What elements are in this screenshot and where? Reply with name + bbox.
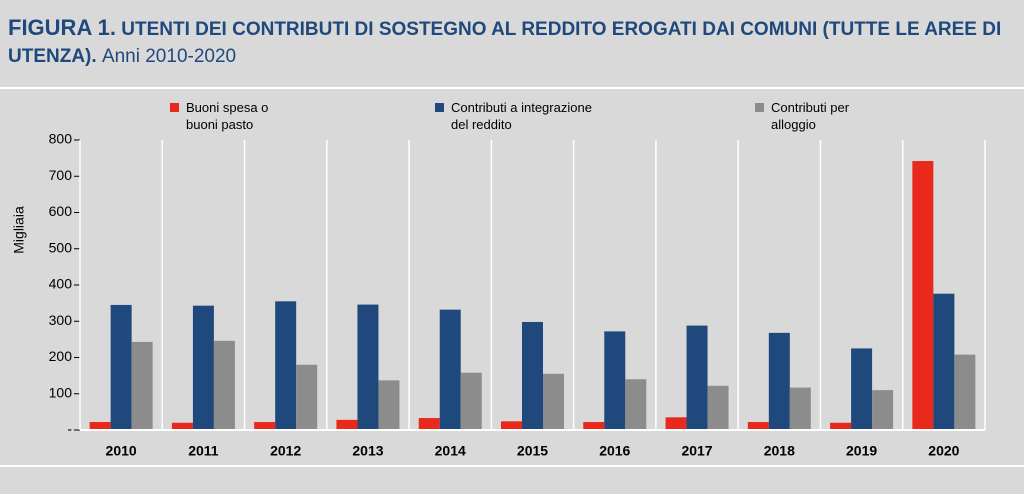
bar	[625, 379, 647, 430]
legend-label: Contributi per alloggio	[771, 100, 850, 132]
bar	[522, 321, 543, 430]
bar	[501, 421, 522, 430]
bar	[872, 390, 894, 430]
bar	[254, 422, 276, 430]
subtitle: Anni 2010-2020	[101, 46, 237, 67]
bar	[378, 380, 400, 430]
legend-label: Contributi a integrazione del reddito	[451, 100, 592, 132]
y-tick-label: 200	[49, 348, 73, 364]
y-axis-label: Migliaia	[11, 206, 27, 254]
legend-item: Buoni spesa o buoni pasto	[170, 99, 268, 133]
bar	[604, 331, 626, 430]
legend-swatch	[755, 103, 764, 112]
y-tick-label: 300	[49, 312, 73, 328]
y-tick-label: 600	[49, 203, 73, 219]
bar	[954, 354, 976, 430]
bar	[768, 332, 790, 430]
legend-item: Contributi per alloggio	[755, 99, 849, 133]
bar	[336, 419, 358, 430]
x-tick-label: 2019	[846, 443, 877, 459]
bar	[851, 348, 873, 430]
bar	[460, 372, 482, 430]
x-tick-label: 2018	[764, 443, 795, 459]
title-prefix: FIGURA 1.	[8, 15, 116, 40]
bar	[418, 418, 440, 430]
legend-swatch	[435, 103, 444, 112]
x-tick-label: 2014	[435, 443, 466, 459]
x-tick-label: 2012	[270, 443, 301, 459]
bar	[357, 304, 379, 430]
bar	[686, 325, 708, 430]
x-tick-label: 2017	[681, 443, 712, 459]
bar	[89, 422, 111, 430]
bar	[171, 422, 193, 430]
bar	[439, 309, 461, 430]
bar	[131, 341, 153, 430]
bar	[110, 304, 132, 430]
bar	[707, 385, 729, 430]
bar	[830, 422, 852, 430]
bar	[583, 422, 605, 430]
bar	[912, 161, 934, 430]
x-tick-label: 2020	[928, 443, 959, 459]
x-tick-label: 2013	[352, 443, 383, 459]
chart-title: UTENTI DEI CONTRIBUTI DI SOSTEGNO AL RED…	[8, 19, 1002, 67]
bar	[192, 305, 214, 430]
bar	[275, 301, 297, 430]
x-tick-label: 2011	[188, 443, 219, 459]
bar	[747, 422, 769, 430]
legend-label: Buoni spesa o buoni pasto	[186, 100, 269, 132]
bar	[665, 417, 687, 430]
y-tick-label: -	[67, 421, 72, 437]
bar	[933, 293, 955, 430]
x-tick-label: 2010	[106, 443, 137, 459]
x-tick-label: 2015	[517, 443, 548, 459]
title-block: FIGURA 1. UTENTI DEI CONTRIBUTI DI SOSTE…	[8, 14, 1008, 70]
y-tick-label: 800	[49, 131, 73, 147]
bar	[213, 340, 235, 430]
y-tick-label: 400	[49, 276, 73, 292]
legend-item: Contributi a integrazione del reddito	[435, 99, 592, 133]
bar	[789, 387, 811, 430]
y-tick-label: 700	[49, 167, 73, 183]
x-tick-label: 2016	[599, 443, 630, 459]
bar	[296, 364, 318, 430]
legend-swatch	[170, 103, 179, 112]
y-tick-label: 100	[49, 384, 73, 400]
y-tick-label: 500	[49, 239, 73, 255]
bar	[543, 373, 564, 430]
